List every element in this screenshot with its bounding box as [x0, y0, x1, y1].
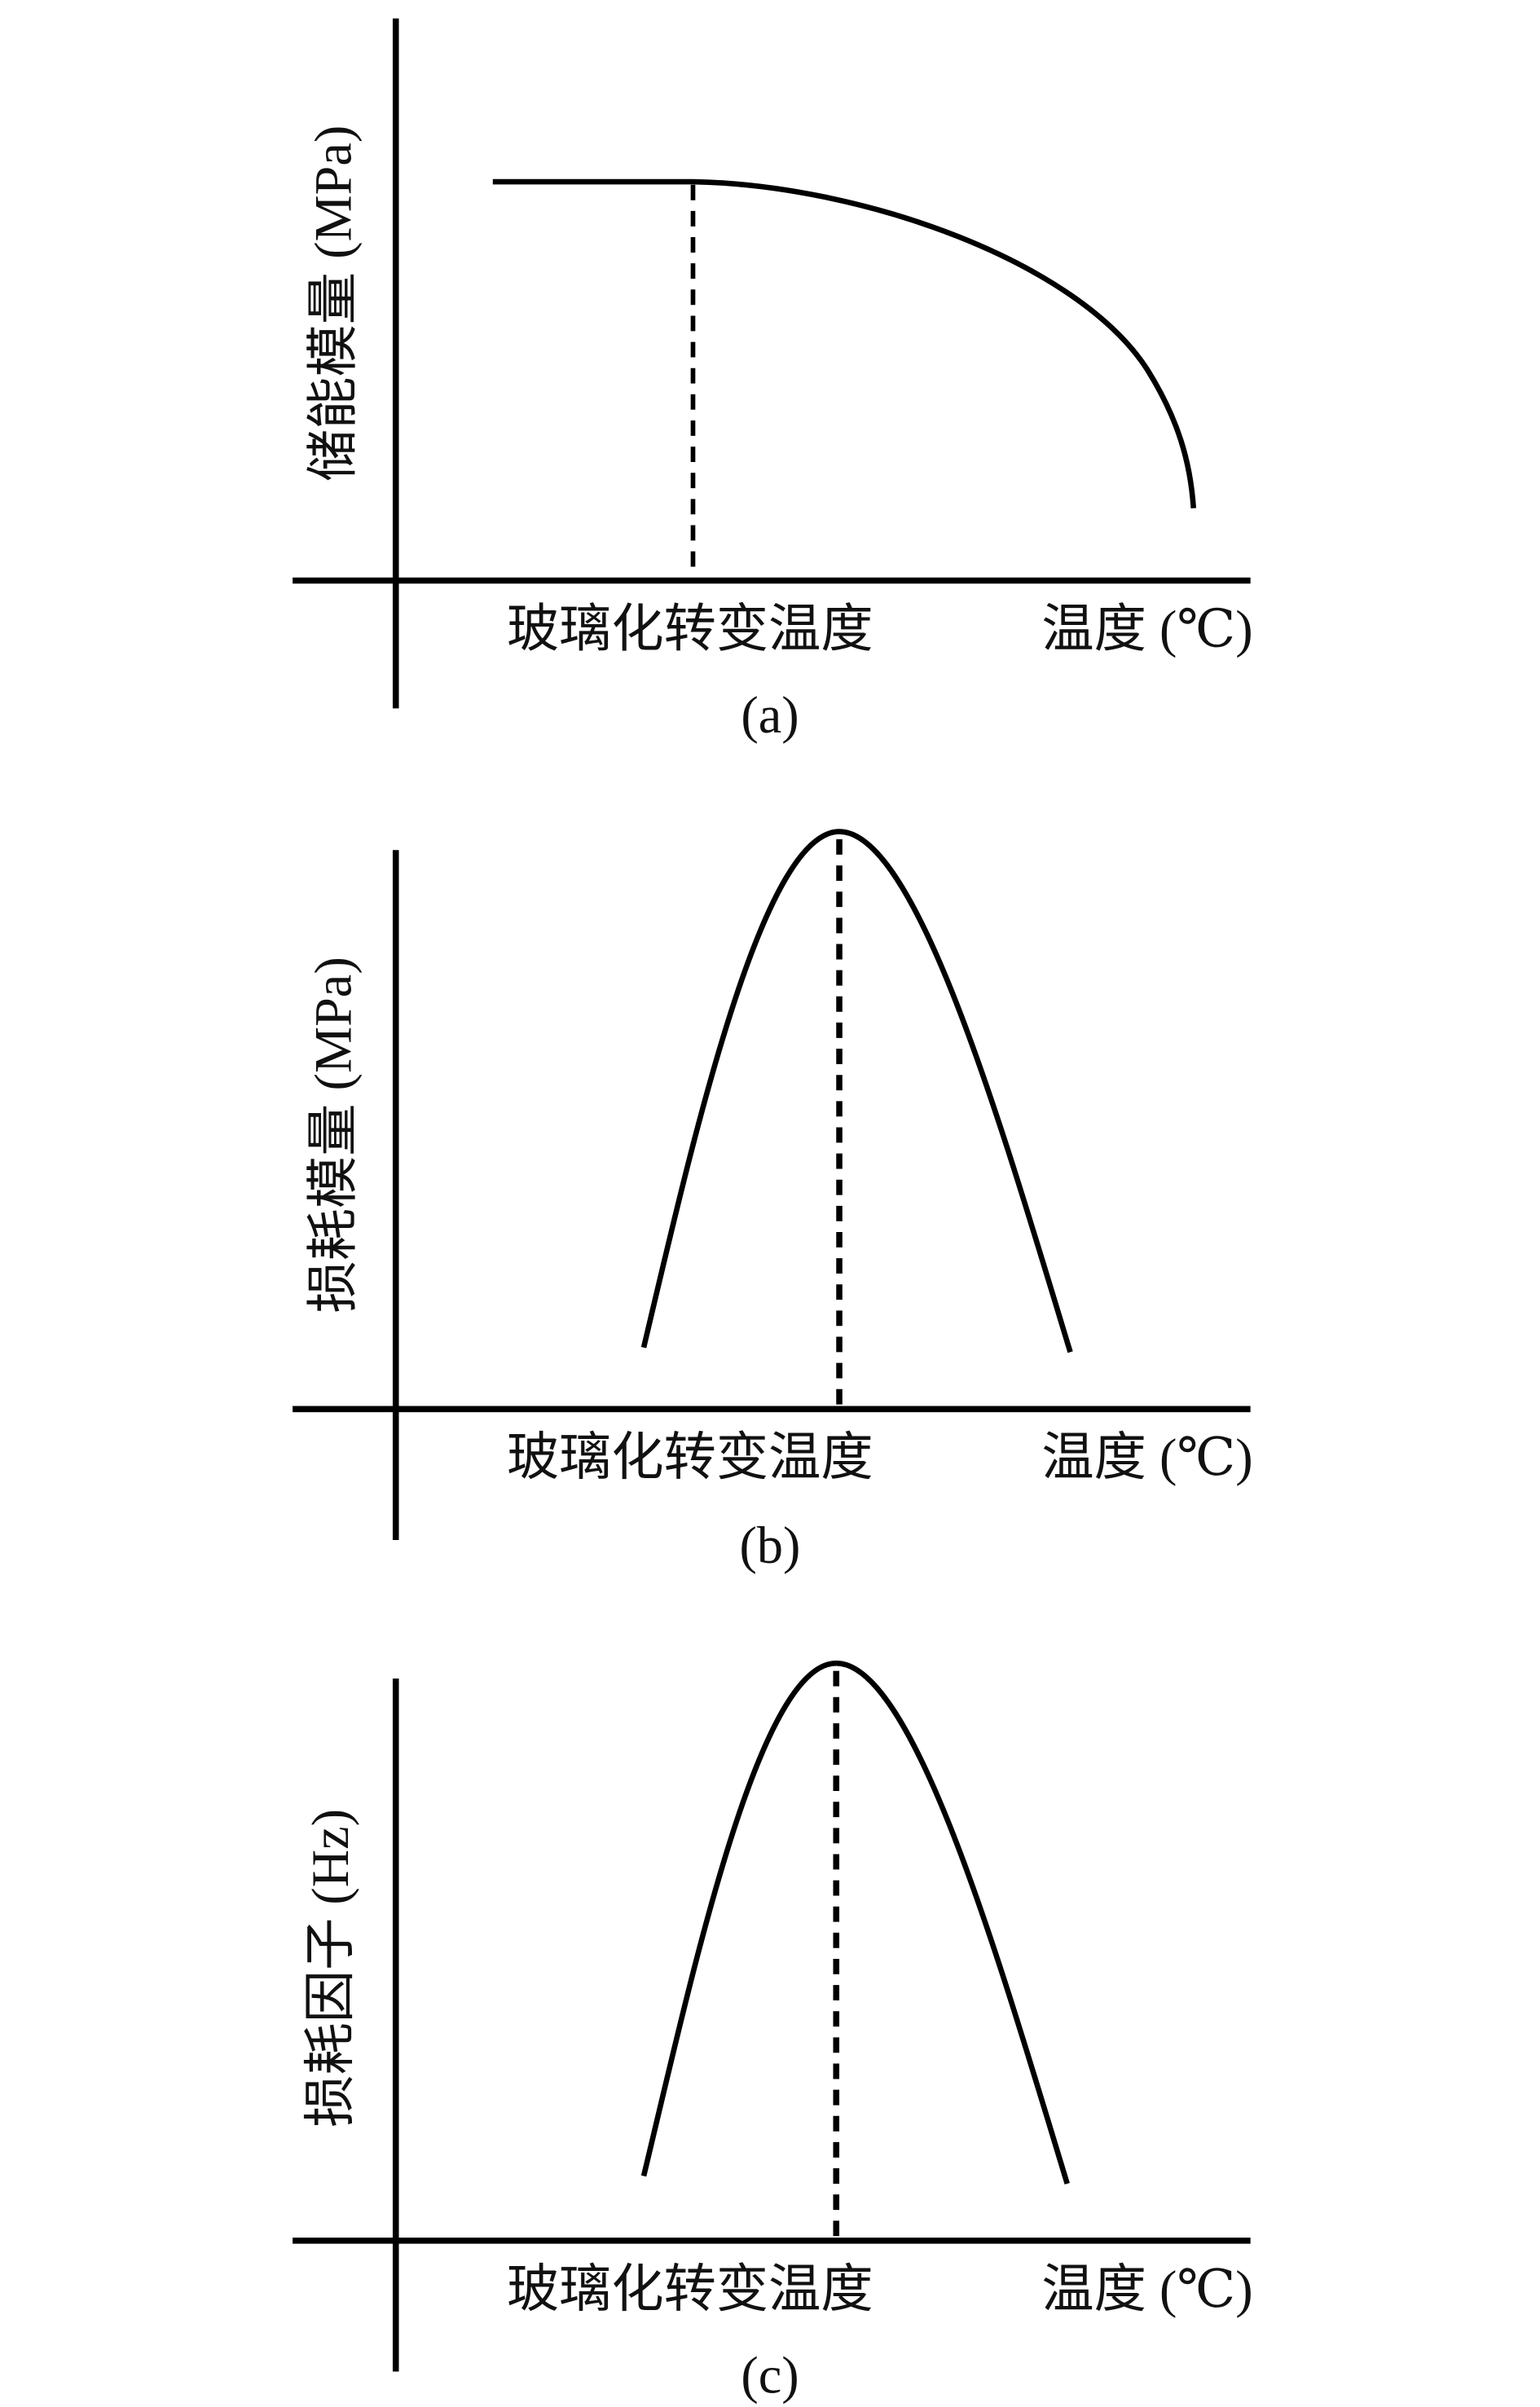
x-axis-label: 温度 (℃) [1041, 600, 1252, 658]
loss-modulus-curve [640, 829, 1073, 1353]
panel-b: 损耗模量 (MPa) 玻璃化转变温度 温度 (℃) (b) [293, 829, 1253, 1574]
storage-modulus-curve [492, 178, 1197, 508]
y-axis-label: 损耗模量 (MPa) [305, 957, 363, 1313]
loss-factor-curve [640, 1660, 1070, 2185]
y-axis-label: 损耗因子 (Hz) [301, 1809, 359, 2128]
caption: (a) [741, 686, 799, 744]
tg-label: 玻璃化转变温度 [507, 600, 873, 658]
panel-a: 储能模量 (MPa) 玻璃化转变温度 温度 (℃) (a) [293, 18, 1253, 744]
panel-c: 损耗因子 (Hz) 玻璃化转变温度 温度 (℃) (c) [293, 1660, 1253, 2405]
y-axis-label: 储能模量 (MPa) [305, 125, 363, 482]
tg-label: 玻璃化转变温度 [507, 2260, 873, 2318]
caption: (b) [740, 1516, 801, 1574]
caption: (c) [741, 2347, 799, 2405]
x-axis-label: 温度 (℃) [1041, 2260, 1252, 2318]
tg-label: 玻璃化转变温度 [507, 1428, 873, 1486]
x-axis-label: 温度 (℃) [1041, 1428, 1252, 1486]
